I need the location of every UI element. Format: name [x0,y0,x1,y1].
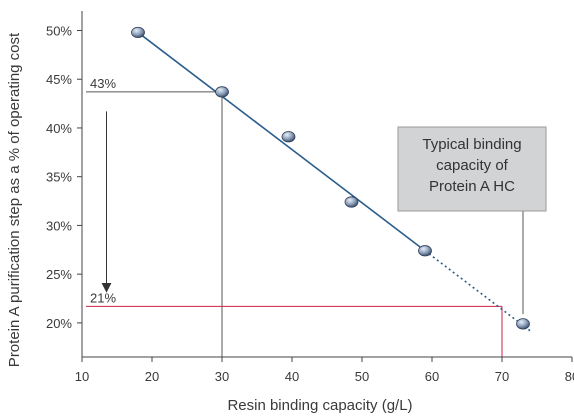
reference-label-43: 43% [90,76,116,91]
x-tick-label: 10 [75,369,89,384]
callout-box [397,126,547,212]
trend-line-dotted [424,250,531,332]
x-tick-label: 60 [425,369,439,384]
trend-lines-layer [137,31,531,332]
callout-text-line: Typical binding [422,136,521,153]
trend-line-solid [137,31,426,252]
data-points-layer [131,26,530,330]
y-tick-label: 35% [46,170,72,185]
y-axis-title: Protein A purification step as a % of op… [6,32,23,367]
callout-text-line: capacity of [436,157,509,174]
x-tick-label: 70 [495,369,509,384]
reference-label-21: 21% [90,290,116,305]
data-point [516,318,530,330]
callout-text-line: Protein A HC [429,178,515,195]
x-tick-label: 40 [285,369,299,384]
x-axis-title: Resin binding capacity (g/L) [227,397,412,414]
y-tick-label: 45% [46,72,72,87]
callout-layer: Typical binding capacity of Protein A HC [397,126,547,315]
y-tick-label: 40% [46,121,72,136]
axes-layer: 10 20 30 40 50 60 70 80 20% 25% 30% 35% 40% 45% 50% [46,11,574,384]
y-tick-label: 25% [46,267,72,282]
y-tick-label: 30% [46,218,72,233]
reference-lines-layer: 43% 21% [86,76,503,357]
y-tick-label: 20% [46,316,72,331]
data-point [215,86,229,98]
data-point [131,26,145,39]
x-tick-label: 80 [565,369,574,384]
data-point [344,196,359,208]
y-tick-label: 50% [46,23,72,38]
data-point [281,131,296,143]
x-tick-label: 50 [355,369,369,384]
x-tick-label: 20 [145,369,159,384]
x-tick-label: 30 [215,369,229,384]
data-point [418,245,432,257]
